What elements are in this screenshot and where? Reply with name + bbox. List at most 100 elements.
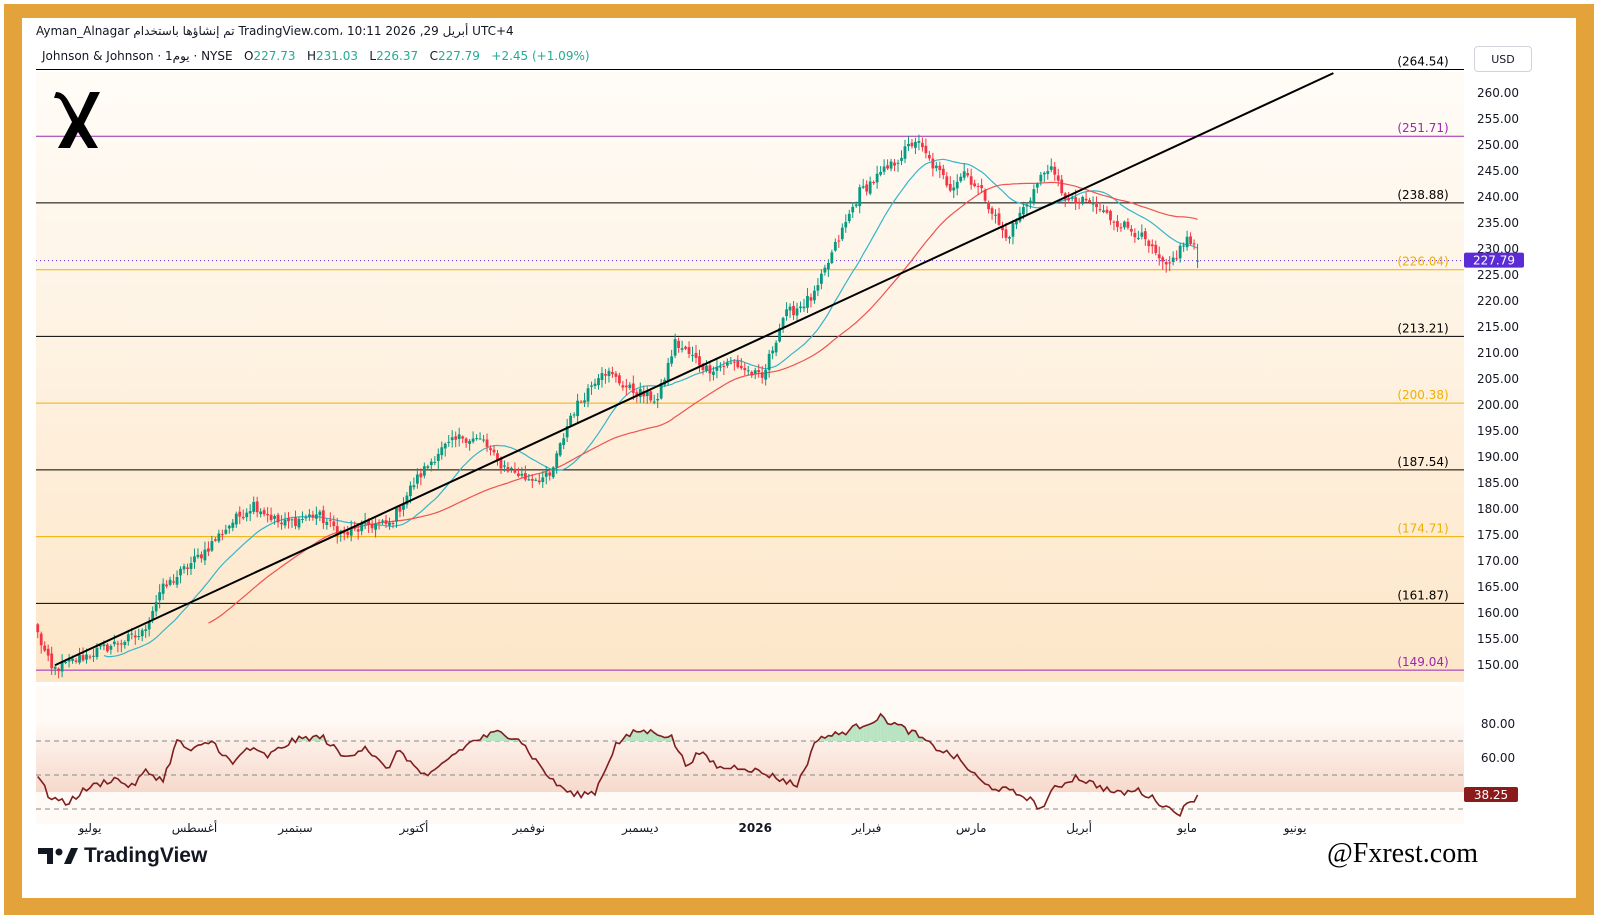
time-axis[interactable]: يوليو أغسطس سبتمبر أكتوبر نوفمبر ديسمبر 2026 فب… [77, 820, 1306, 836]
candle-body [844, 221, 848, 228]
rsi-overbought-fill [873, 720, 878, 741]
candle-body [652, 401, 656, 403]
candle-body [1175, 258, 1179, 260]
candle-body [534, 479, 538, 481]
candle-body [450, 437, 454, 441]
candle-body [893, 162, 896, 166]
candle-body [492, 449, 496, 453]
candle-body [750, 371, 754, 376]
candle-body [934, 165, 938, 169]
candle-body [287, 518, 290, 522]
candle-body [1192, 243, 1196, 245]
trendline[interactable] [54, 72, 1334, 667]
candle-body [924, 145, 928, 154]
time-label: مايو [1176, 821, 1197, 836]
candle-body [743, 367, 747, 371]
symbol-legend[interactable]: Johnson & Johnson · 1يوم · NYSE O227.73 … [42, 49, 590, 63]
candle-body [81, 655, 85, 661]
rsi-tick: 80.00 [1481, 717, 1515, 731]
candle-body [858, 187, 862, 207]
candle-body [297, 518, 301, 528]
candle-body [516, 473, 520, 477]
candle-body [1178, 245, 1182, 259]
candle-body [708, 365, 712, 374]
price-pane-bg [36, 72, 1464, 682]
candle-body [725, 362, 729, 366]
candle-body [311, 514, 315, 518]
candle-body [921, 142, 924, 148]
fib-label-1: (251.71) [1397, 121, 1448, 135]
fib-label-3: (226.04) [1397, 255, 1448, 269]
candle-body [1161, 257, 1165, 262]
candle-body [489, 448, 492, 451]
rsi-overbought-fill [880, 714, 885, 741]
candle-body [854, 204, 858, 207]
candle-body [586, 388, 590, 402]
candle-body [638, 388, 642, 397]
candle-body [269, 514, 273, 521]
candle-body [1049, 166, 1053, 170]
candle-body [165, 584, 169, 587]
currency-button[interactable]: USD [1474, 46, 1532, 72]
candle-body [576, 400, 579, 417]
candle-body [666, 362, 670, 382]
rsi-overbought-fill [877, 714, 881, 741]
candle-body [649, 391, 653, 401]
candle-body [966, 173, 970, 176]
price-tick: 205.00 [1477, 372, 1519, 386]
candle-body [523, 473, 527, 480]
symbol-name[interactable]: Johnson & Johnson · 1يوم · NYSE [42, 49, 233, 63]
trendline-group[interactable] [54, 72, 1334, 667]
time-label: 2026 [739, 821, 772, 835]
candle-body [144, 629, 148, 632]
candle-body [475, 438, 478, 440]
price-axis[interactable]: 260.00255.00250.00245.00240.00235.00230.… [1464, 86, 1524, 672]
candle-body [1039, 174, 1043, 182]
tradingview-brand[interactable]: TradingView [38, 844, 207, 868]
candle-body [294, 517, 297, 527]
rsi-band [36, 724, 1464, 792]
candle-body [520, 473, 524, 476]
fib-label-7: (174.71) [1397, 522, 1448, 536]
price-tick: 255.00 [1477, 112, 1519, 126]
rsi-overbought-fill [852, 724, 857, 741]
rsi-overbought-fill [636, 731, 641, 741]
rsi-overbought-fill [490, 731, 495, 741]
price-tick: 260.00 [1477, 86, 1519, 100]
candle-body [624, 385, 628, 388]
candle-body [168, 579, 172, 585]
time-label: يونيو [1283, 821, 1307, 836]
price-tick: 215.00 [1477, 320, 1519, 334]
low-label: L [369, 49, 377, 63]
candle-body [280, 522, 283, 525]
candle-body [941, 168, 945, 176]
price-tick: 225.00 [1477, 268, 1519, 282]
candle-body [537, 480, 541, 483]
rsi-overbought-fill [894, 722, 899, 741]
price-tick: 235.00 [1477, 216, 1519, 230]
candle-body [701, 364, 705, 370]
candle-body [409, 485, 412, 497]
candle-body [788, 306, 792, 311]
time-label: مارس [956, 821, 987, 836]
candle-body [64, 661, 68, 663]
candle-body [506, 467, 510, 472]
candle-body [900, 157, 903, 161]
rsi-indicator[interactable]: 80.00 60.00 38.25 [36, 712, 1518, 817]
candle-body [140, 630, 144, 637]
rsi-overbought-fill [494, 730, 498, 741]
rsi-last-badge [1464, 786, 1518, 802]
candle-body [792, 305, 795, 316]
candle-body [220, 534, 224, 536]
candle-body [1164, 262, 1168, 265]
candle-body [729, 362, 733, 364]
candle-body [147, 621, 151, 630]
candle-body [440, 447, 444, 456]
candle-body [1018, 212, 1022, 222]
candle-body [670, 356, 674, 364]
fibonacci-levels[interactable]: (264.54) (251.71) (238.88) (226.04) (213.21)… [36, 54, 1464, 671]
price-chart[interactable]: (264.54) (251.71) (238.88) (226.04) (213.21)… [22, 18, 1576, 898]
candle-body [88, 656, 92, 658]
candle-body [161, 583, 165, 594]
candle-body [57, 668, 61, 672]
